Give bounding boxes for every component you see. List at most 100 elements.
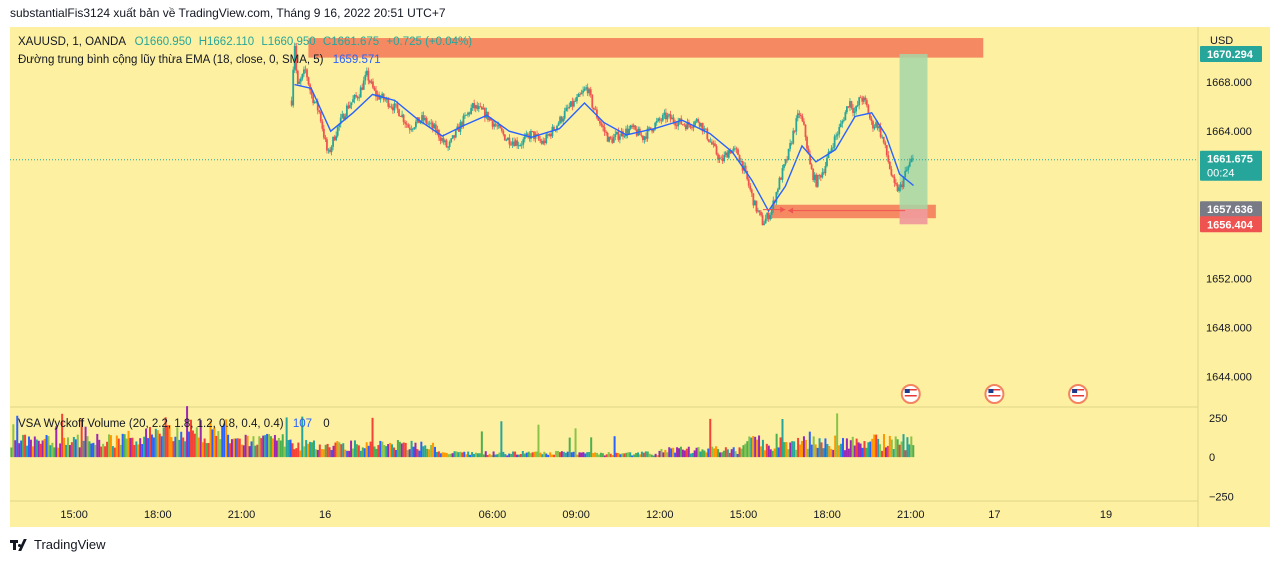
volume-bar [592,453,595,458]
volume-bar [41,440,44,458]
volume-bar [660,448,663,458]
volume-bar [482,454,485,458]
candle-body [795,118,798,132]
candle-body [849,101,851,108]
resistance-zone [308,38,984,58]
volume-bar [457,452,460,458]
candle-body [488,118,491,121]
volume-bar [746,441,749,458]
candle-body [763,223,765,226]
volume-bar [197,437,200,458]
volume-bar [359,450,362,458]
candle-body [648,127,650,129]
candle-body [623,136,626,137]
candle-body [663,112,666,115]
volume-bar [430,445,433,458]
candle-body [431,122,434,129]
candle-body [434,124,437,132]
candle-body [707,139,710,142]
volume-bar [562,451,565,458]
candle-body [577,94,580,97]
volume-bar [432,442,435,458]
volume-bar [666,452,669,458]
candle-body [595,109,598,118]
volume-bar [724,447,727,458]
volume-bar [389,442,392,458]
candle-body [700,123,703,127]
candle-body [594,109,597,111]
candle-body [490,118,492,121]
volume-bar [385,446,388,458]
candle-body [413,127,416,129]
candle-body [867,105,870,115]
flag-ring [1068,384,1089,404]
candle-body [358,97,361,99]
price-axis[interactable]: 1668.000 1664.000 1652.000 1648.000 1644.000… [1200,46,1262,383]
volume-bar [719,452,722,458]
price-chart[interactable]: 1668.000 1664.000 1652.000 1648.000 1644.000… [10,27,1270,527]
volume-bar [221,425,224,458]
volume-bar [594,452,597,458]
candle-body [721,158,724,162]
candle-body [549,133,552,137]
candle-body [872,121,874,129]
volume-bar [758,435,761,458]
candle-body [316,101,319,111]
support-zone [771,204,936,219]
volume-bar [480,431,483,458]
chart-area[interactable]: 1668.000 1664.000 1652.000 1648.000 1644.000… [10,27,1270,527]
candle-body [878,126,881,129]
volume-bar [806,448,809,458]
volume-bar [601,453,604,458]
candle-body [384,99,387,101]
volume-bar [703,450,706,458]
volume-bar [106,441,109,458]
volume-bar [728,452,731,458]
volume-bar [27,436,30,458]
candle-body [896,184,899,192]
price-tick-label: 1664.000 [1206,126,1252,138]
volume-bar [689,453,692,458]
volume-bar [597,454,600,458]
volume-bar [693,450,696,458]
time-axis[interactable]: 15:00 18:00 21:00 16 06:00 09:00 12:00 15:00 18:… [60,509,1112,521]
volume-bar [621,453,624,458]
volume-bar [166,425,169,458]
footer-brand[interactable]: TradingView [10,537,106,552]
volume-bar [186,406,189,458]
stop-zone [899,209,928,225]
volume-bar [613,436,616,458]
volume-bar [892,449,895,458]
us-flag-icon [1068,384,1089,404]
volume-bar [115,435,118,458]
volume-bar [898,444,901,458]
candle-body [632,125,635,128]
candle-body [536,134,538,135]
volume-bar [256,444,259,458]
time-tick-label: 15:00 [730,509,758,521]
volume-bar [752,436,755,458]
volume-bar [147,438,150,458]
volume-bar [545,453,548,458]
volume-bar [549,452,552,458]
volume-bar [80,418,83,458]
volume-bar [824,438,827,458]
volume-bar [463,451,466,458]
candle-body [444,140,446,143]
candle-body [533,131,535,139]
volume-bar [816,447,819,458]
candle-body [692,125,695,128]
volume-bar [908,444,911,458]
candle-body [678,118,681,122]
volume-bar [631,455,634,458]
volume-bar [465,454,468,458]
volume-bar [570,452,573,458]
volume-bar [683,450,686,458]
candle-body [602,125,604,128]
volume-bar [266,433,269,458]
candle-body [419,121,422,124]
volume-bar [268,434,271,458]
flag-stripe [1072,398,1085,400]
volume-bar [781,419,784,458]
candle-body [301,73,304,79]
